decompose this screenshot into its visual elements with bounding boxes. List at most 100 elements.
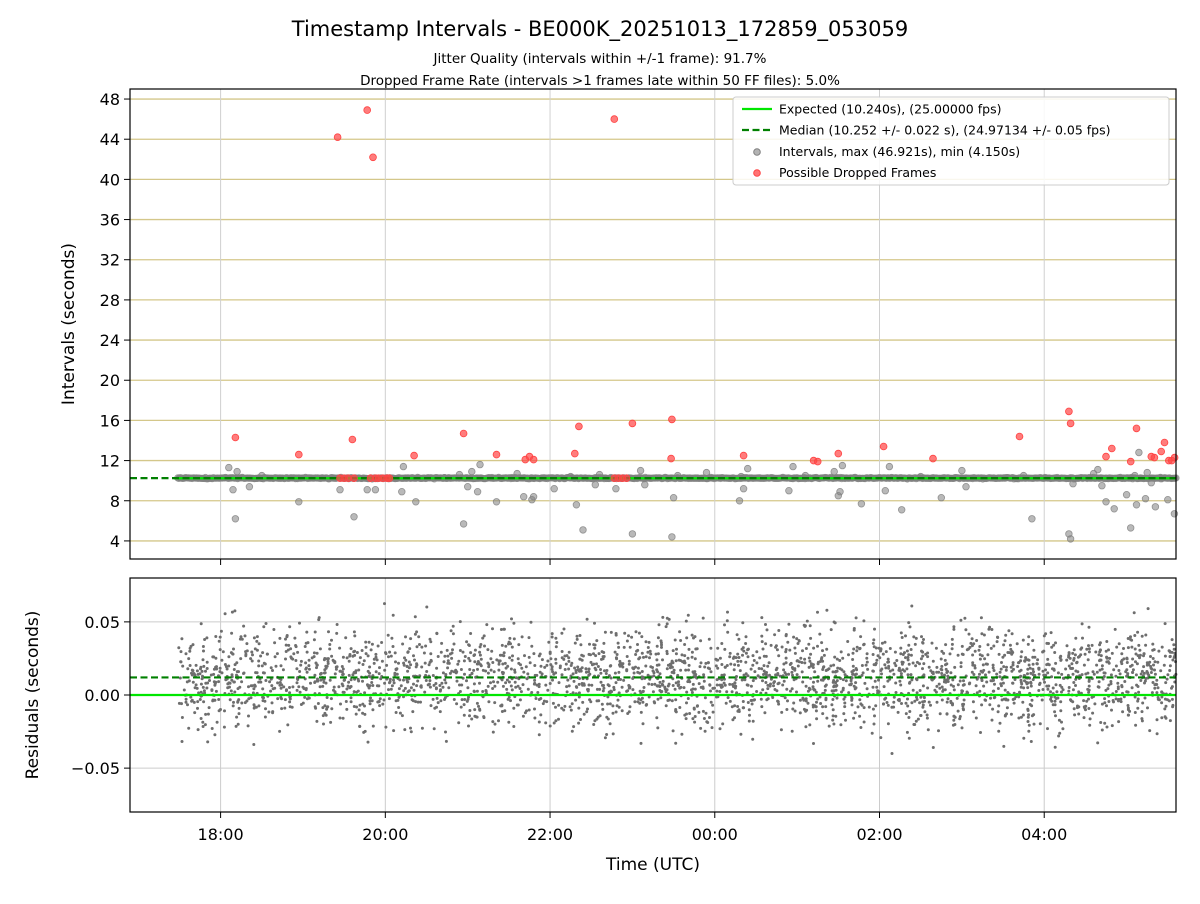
dropped-frame-point <box>370 154 377 161</box>
residual-point <box>242 625 245 628</box>
residual-point <box>565 663 568 666</box>
residual-point <box>1081 673 1084 676</box>
residual-point <box>1079 648 1082 651</box>
residual-point <box>1039 722 1042 725</box>
residual-point <box>280 687 283 690</box>
residual-point <box>522 671 525 674</box>
residual-point <box>1134 711 1137 714</box>
residual-point <box>795 637 798 640</box>
residual-point <box>317 702 320 705</box>
residual-point <box>392 729 395 732</box>
residual-point <box>581 701 584 704</box>
residual-point <box>707 667 710 670</box>
residual-point <box>1050 631 1053 634</box>
residual-point <box>191 669 194 672</box>
residual-point <box>694 715 697 718</box>
residual-point <box>1091 644 1094 647</box>
residual-point <box>763 655 766 658</box>
residual-point <box>577 707 580 710</box>
residual-point <box>920 650 923 653</box>
residual-point <box>1037 689 1040 692</box>
residual-point <box>807 643 810 646</box>
residual-point <box>760 698 763 701</box>
residual-point <box>692 672 695 675</box>
residual-point <box>1088 647 1091 650</box>
residual-point <box>1076 661 1079 664</box>
residual-point <box>1152 657 1155 660</box>
residual-point <box>509 642 512 645</box>
residual-point <box>389 678 392 681</box>
residual-point <box>677 683 680 686</box>
residual-point <box>1074 653 1077 656</box>
residual-point <box>1042 688 1045 691</box>
residual-point <box>206 661 209 664</box>
residual-point <box>704 662 707 665</box>
residual-point <box>1052 644 1055 647</box>
residual-point <box>777 629 780 632</box>
residual-point <box>655 658 658 661</box>
residual-point <box>659 681 662 684</box>
residual-point <box>391 684 394 687</box>
residual-point <box>555 662 558 665</box>
residual-point <box>305 687 308 690</box>
residual-point <box>1120 662 1123 665</box>
residual-point <box>425 670 428 673</box>
residual-point <box>1072 673 1075 676</box>
residual-point <box>508 637 511 640</box>
residual-point <box>570 709 573 712</box>
residual-point <box>604 736 607 739</box>
residual-point <box>236 700 239 703</box>
residual-point <box>503 709 506 712</box>
residual-point <box>388 651 391 654</box>
residual-point <box>216 721 219 724</box>
residual-point <box>894 682 897 685</box>
residual-point <box>904 634 907 637</box>
residual-point <box>962 679 965 682</box>
residual-point <box>997 687 1000 690</box>
residual-point <box>852 717 855 720</box>
residual-point <box>661 616 664 619</box>
residual-point <box>1099 648 1102 651</box>
residual-point <box>1044 668 1047 671</box>
residual-point <box>798 640 801 643</box>
residual-point <box>1059 656 1062 659</box>
residual-point <box>514 681 517 684</box>
residual-point <box>763 670 766 673</box>
residual-point <box>215 690 218 693</box>
residual-point <box>873 628 876 631</box>
residual-point <box>910 648 913 651</box>
residual-point <box>464 655 467 658</box>
residual-point <box>297 685 300 688</box>
residual-point <box>988 703 991 706</box>
residual-point <box>878 690 881 693</box>
residual-point <box>409 637 412 640</box>
residual-point <box>982 663 985 666</box>
dropped-frame-point <box>349 436 356 443</box>
residual-point <box>630 636 633 639</box>
residual-point <box>211 699 214 702</box>
residual-point <box>728 683 731 686</box>
residual-point <box>572 725 575 728</box>
residual-point <box>429 638 432 641</box>
residual-point <box>605 669 608 672</box>
residual-point <box>493 685 496 688</box>
residual-point <box>199 666 202 669</box>
residual-point <box>1006 706 1009 709</box>
residual-point <box>404 687 407 690</box>
residual-point <box>308 659 311 662</box>
residual-point <box>196 700 199 703</box>
residual-point <box>265 622 268 625</box>
residual-point <box>751 703 754 706</box>
residual-point <box>1101 729 1104 732</box>
residual-point <box>938 683 941 686</box>
residual-point <box>1047 663 1050 666</box>
residual-point <box>1152 664 1155 667</box>
residual-point <box>1099 669 1102 672</box>
dropped-frame-point <box>232 434 239 441</box>
residual-point <box>578 683 581 686</box>
residual-point <box>658 663 661 666</box>
dropped-frame-point <box>411 452 418 459</box>
residual-point <box>1105 650 1108 653</box>
residual-point <box>1100 659 1103 662</box>
residual-point <box>1059 684 1062 687</box>
